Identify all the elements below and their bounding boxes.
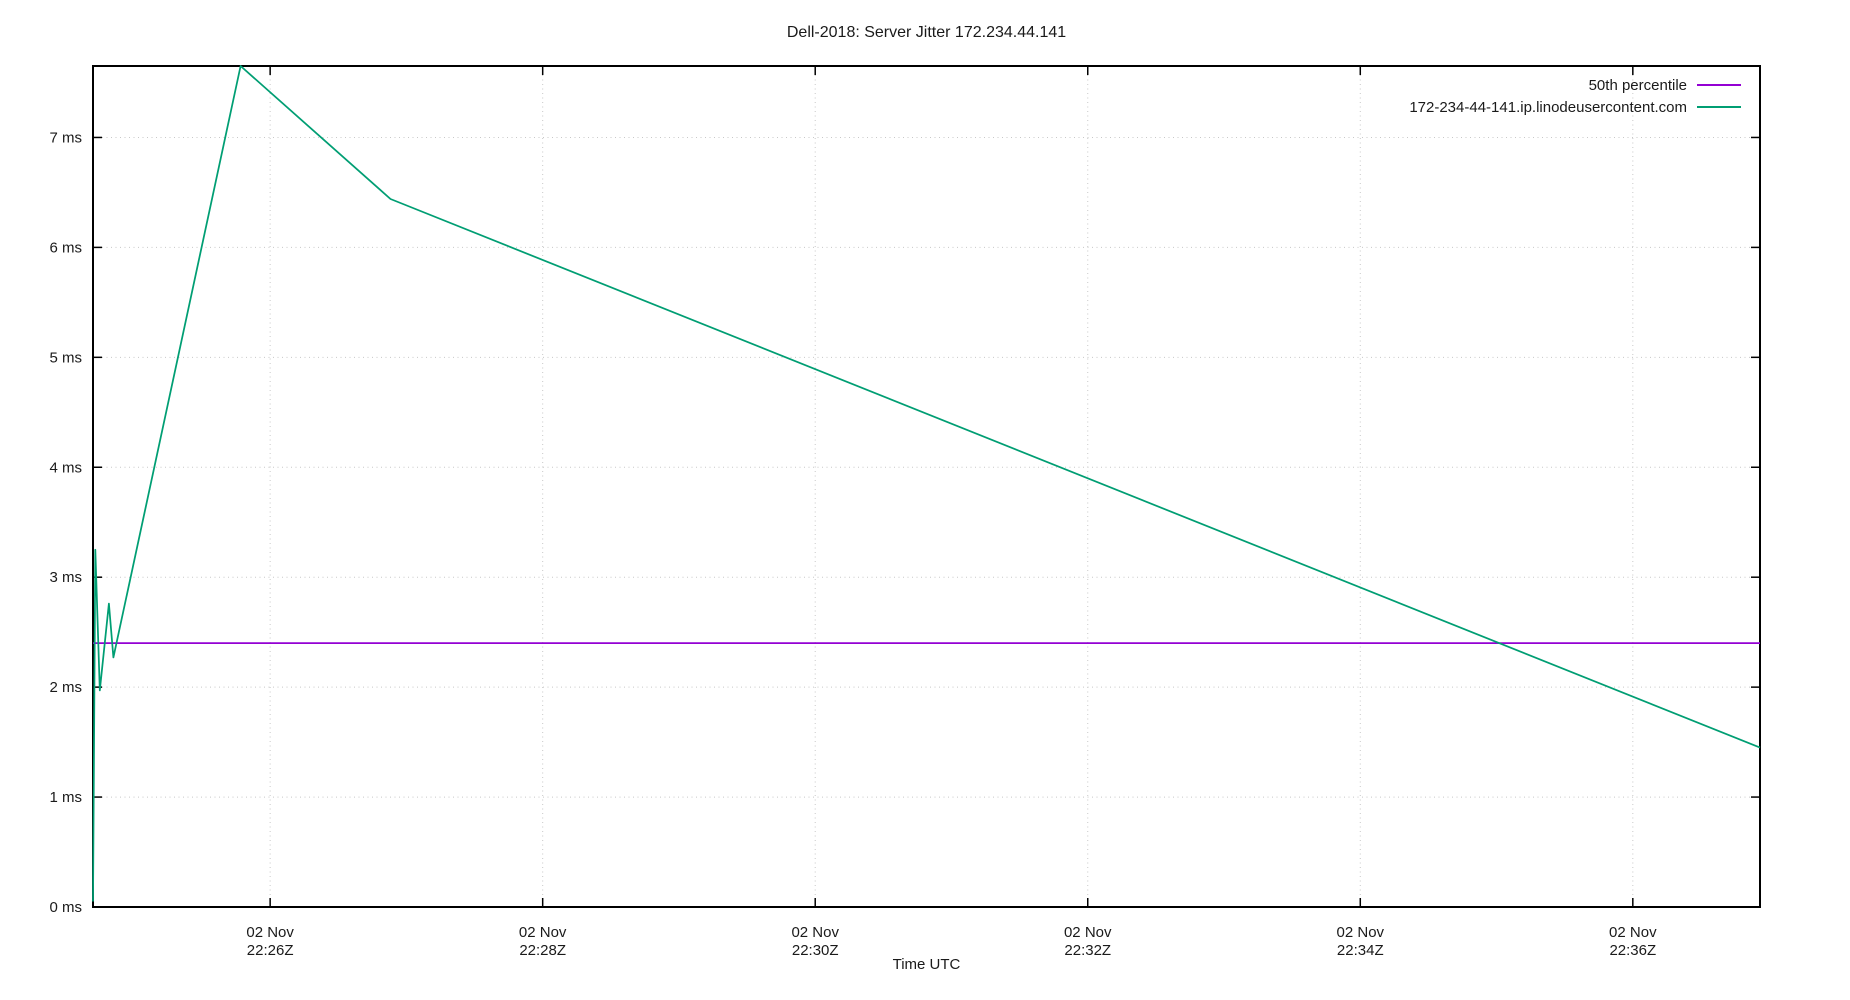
y-tick-label: 0 ms [49,899,82,916]
y-tick-label: 7 ms [49,129,82,146]
y-tick-label: 1 ms [49,789,82,806]
y-tick-label: 6 ms [49,239,82,256]
x-tick-label: 02 Nov 22:34Z [1337,924,1385,959]
percentile-line-swatch [1697,84,1741,86]
chart-title: Dell-2018: Server Jitter 172.234.44.141 [786,24,1067,41]
y-tick-label: 2 ms [49,679,82,696]
x-tick-label: 02 Nov 22:36Z [1609,924,1657,959]
x-axis-title: Time UTC [892,956,961,973]
plot-border [92,65,1761,908]
y-tick-label: 5 ms [49,349,82,366]
y-tick-label: 4 ms [49,459,82,476]
host-line-swatch [1697,106,1741,108]
series-line-host [92,65,1761,902]
legend-item-percentile: 50th percentile [1409,74,1741,96]
x-tick-label: 02 Nov 22:28Z [519,924,567,959]
y-tick-label: 3 ms [49,569,82,586]
legend: 50th percentile 172-234-44-141.ip.linode… [1409,74,1741,118]
x-tick-label: 02 Nov 22:26Z [246,924,294,959]
legend-label-percentile: 50th percentile [1588,76,1687,94]
legend-item-host: 172-234-44-141.ip.linodeusercontent.com [1409,96,1741,118]
x-tick-label: 02 Nov 22:32Z [1064,924,1112,959]
legend-label-host: 172-234-44-141.ip.linodeusercontent.com [1409,98,1687,116]
x-tick-label: 02 Nov 22:30Z [791,924,839,959]
